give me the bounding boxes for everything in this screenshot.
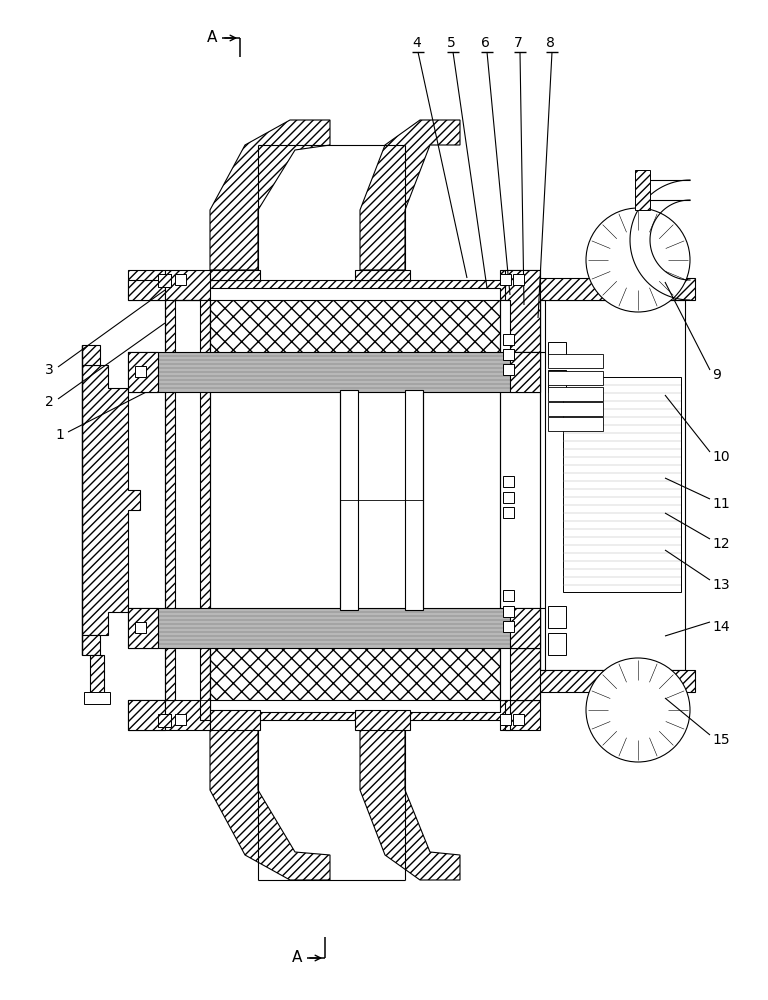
Bar — [548, 342, 566, 364]
Bar — [503, 492, 514, 503]
Bar — [128, 280, 165, 300]
Bar — [535, 278, 695, 300]
Polygon shape — [505, 270, 540, 352]
Bar — [503, 364, 514, 375]
Bar — [210, 300, 505, 368]
Bar — [548, 354, 603, 368]
Bar — [503, 590, 514, 601]
Circle shape — [586, 208, 690, 312]
Polygon shape — [82, 635, 100, 655]
Bar — [158, 274, 171, 287]
Text: 9: 9 — [712, 368, 721, 382]
Bar — [500, 274, 511, 285]
Text: 6: 6 — [481, 36, 490, 50]
Text: 5: 5 — [447, 36, 455, 50]
Text: A: A — [207, 30, 217, 45]
Bar — [513, 714, 524, 725]
Circle shape — [586, 658, 690, 762]
Polygon shape — [165, 300, 210, 720]
Polygon shape — [128, 700, 540, 730]
Bar — [545, 300, 685, 670]
Polygon shape — [360, 730, 460, 880]
Bar — [510, 352, 540, 392]
Text: 2: 2 — [45, 395, 54, 409]
Polygon shape — [82, 345, 100, 365]
Polygon shape — [210, 270, 260, 280]
Bar — [258, 730, 405, 880]
Polygon shape — [355, 270, 410, 280]
Bar — [340, 390, 358, 610]
Bar — [510, 608, 540, 648]
Bar — [503, 606, 514, 617]
Bar — [128, 700, 165, 730]
Text: 15: 15 — [712, 733, 730, 747]
Text: 1: 1 — [55, 428, 64, 442]
Text: 13: 13 — [712, 578, 730, 592]
Bar — [210, 632, 505, 700]
Bar — [513, 274, 524, 285]
Polygon shape — [505, 648, 540, 730]
Bar — [84, 692, 110, 704]
Bar — [548, 417, 603, 431]
Bar — [128, 352, 158, 392]
Bar — [503, 476, 514, 487]
Polygon shape — [128, 352, 540, 392]
Bar — [175, 714, 186, 725]
Bar — [563, 377, 681, 592]
Bar — [500, 300, 540, 700]
Bar — [405, 390, 423, 610]
Bar — [548, 606, 566, 628]
Polygon shape — [210, 120, 330, 270]
Text: 10: 10 — [712, 450, 730, 464]
Bar — [175, 274, 186, 285]
Bar — [503, 507, 514, 518]
Bar — [135, 366, 146, 377]
Polygon shape — [128, 270, 540, 300]
Polygon shape — [360, 120, 460, 270]
Bar — [500, 714, 511, 725]
Bar — [258, 145, 405, 270]
Text: 14: 14 — [712, 620, 730, 634]
Polygon shape — [210, 710, 260, 730]
Bar — [128, 608, 158, 648]
Text: 7: 7 — [514, 36, 523, 50]
Polygon shape — [82, 365, 140, 635]
Bar — [635, 170, 650, 210]
Bar — [503, 334, 514, 345]
Bar — [90, 655, 104, 695]
Bar — [548, 370, 566, 392]
Bar — [160, 274, 171, 285]
Bar — [548, 633, 566, 655]
Text: 4: 4 — [412, 36, 421, 50]
Bar — [160, 714, 171, 725]
Bar — [548, 371, 603, 385]
Polygon shape — [128, 608, 540, 648]
Bar — [548, 402, 603, 416]
Bar — [503, 349, 514, 360]
Text: 12: 12 — [712, 537, 730, 551]
Bar — [135, 622, 146, 633]
Text: 3: 3 — [45, 363, 54, 377]
Polygon shape — [165, 700, 210, 730]
Polygon shape — [165, 270, 210, 300]
Bar — [535, 670, 695, 692]
Polygon shape — [355, 710, 410, 730]
Text: 8: 8 — [546, 36, 554, 50]
Text: A: A — [292, 950, 303, 966]
Polygon shape — [210, 730, 330, 880]
Bar — [548, 387, 603, 401]
Text: 11: 11 — [712, 497, 730, 511]
Bar — [158, 714, 171, 727]
Bar — [503, 621, 514, 632]
